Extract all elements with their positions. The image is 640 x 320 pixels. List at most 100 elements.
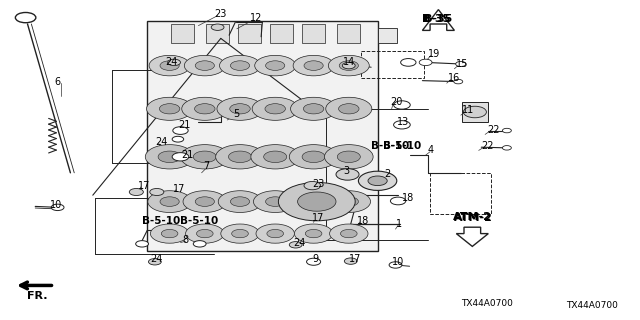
Circle shape xyxy=(186,224,224,243)
Text: FR.: FR. xyxy=(27,291,47,301)
Circle shape xyxy=(339,61,358,70)
Circle shape xyxy=(184,55,225,76)
Circle shape xyxy=(182,97,228,120)
Text: 22: 22 xyxy=(481,140,494,151)
Circle shape xyxy=(394,121,410,129)
Bar xyxy=(430,173,491,214)
Text: 12: 12 xyxy=(250,12,262,23)
Circle shape xyxy=(218,191,262,212)
Text: B-5-10: B-5-10 xyxy=(371,140,410,151)
Text: B-5-10: B-5-10 xyxy=(383,140,421,151)
Circle shape xyxy=(303,104,324,114)
Circle shape xyxy=(196,229,213,238)
Circle shape xyxy=(292,191,335,212)
Circle shape xyxy=(305,229,322,238)
Circle shape xyxy=(264,151,287,163)
Circle shape xyxy=(180,145,229,169)
Circle shape xyxy=(266,197,285,206)
Text: 10: 10 xyxy=(50,200,62,210)
Circle shape xyxy=(340,229,357,238)
Circle shape xyxy=(160,61,179,70)
Text: B-35: B-35 xyxy=(424,13,452,24)
Circle shape xyxy=(221,224,259,243)
Bar xyxy=(302,24,325,43)
Circle shape xyxy=(161,229,178,238)
Text: 14: 14 xyxy=(343,57,355,68)
Text: 17: 17 xyxy=(312,212,324,223)
Text: 17: 17 xyxy=(138,180,150,191)
Circle shape xyxy=(136,241,148,247)
Circle shape xyxy=(339,104,359,114)
Circle shape xyxy=(267,229,284,238)
Text: 6: 6 xyxy=(54,76,61,87)
Circle shape xyxy=(160,197,179,206)
Text: 3: 3 xyxy=(344,166,350,176)
Text: 19: 19 xyxy=(428,49,440,60)
Text: 18: 18 xyxy=(402,193,414,204)
Circle shape xyxy=(337,151,360,163)
Circle shape xyxy=(456,61,466,67)
Circle shape xyxy=(368,176,387,186)
Circle shape xyxy=(195,104,215,114)
Circle shape xyxy=(344,258,357,264)
Circle shape xyxy=(158,151,181,163)
Circle shape xyxy=(291,97,337,120)
Text: B-5-10: B-5-10 xyxy=(142,216,180,227)
Text: 20: 20 xyxy=(390,97,403,108)
Circle shape xyxy=(330,224,368,243)
Circle shape xyxy=(463,106,486,118)
Bar xyxy=(147,21,378,251)
Text: 4: 4 xyxy=(428,145,434,156)
Text: 24: 24 xyxy=(150,254,163,264)
Circle shape xyxy=(230,61,250,70)
Circle shape xyxy=(401,59,416,66)
Text: 8: 8 xyxy=(182,235,189,245)
Circle shape xyxy=(454,79,463,84)
Circle shape xyxy=(159,104,180,114)
Text: 24: 24 xyxy=(156,137,168,148)
Circle shape xyxy=(147,97,193,120)
Circle shape xyxy=(172,153,189,161)
Text: 9: 9 xyxy=(312,254,319,264)
Circle shape xyxy=(502,128,511,133)
Circle shape xyxy=(251,145,300,169)
Text: ATM-2: ATM-2 xyxy=(453,212,492,222)
Text: 17: 17 xyxy=(349,254,361,264)
Circle shape xyxy=(51,204,64,211)
Circle shape xyxy=(228,151,252,163)
Circle shape xyxy=(278,182,355,221)
Text: 2: 2 xyxy=(384,169,390,180)
Circle shape xyxy=(193,241,206,247)
Circle shape xyxy=(342,62,355,69)
Text: 23: 23 xyxy=(214,9,227,20)
Text: 7: 7 xyxy=(204,161,210,172)
Circle shape xyxy=(168,59,180,66)
Polygon shape xyxy=(456,227,488,246)
Text: TX44A0700: TX44A0700 xyxy=(566,301,618,310)
Circle shape xyxy=(183,191,227,212)
Circle shape xyxy=(252,97,298,120)
Circle shape xyxy=(145,145,194,169)
Circle shape xyxy=(149,55,190,76)
Text: 13: 13 xyxy=(397,116,409,127)
Circle shape xyxy=(232,229,248,238)
Circle shape xyxy=(304,61,323,70)
Circle shape xyxy=(216,145,264,169)
Circle shape xyxy=(502,146,511,150)
Circle shape xyxy=(390,197,406,205)
Circle shape xyxy=(289,242,302,248)
Bar xyxy=(378,28,397,43)
Circle shape xyxy=(307,258,321,265)
Text: B-5-10: B-5-10 xyxy=(180,216,219,226)
Bar xyxy=(206,24,229,43)
Circle shape xyxy=(265,104,285,114)
Bar xyxy=(361,51,424,78)
Bar xyxy=(171,24,194,43)
Circle shape xyxy=(419,59,432,66)
Circle shape xyxy=(289,145,338,169)
Circle shape xyxy=(358,171,397,190)
Text: 5: 5 xyxy=(234,108,240,119)
Circle shape xyxy=(266,61,285,70)
Circle shape xyxy=(293,55,334,76)
Circle shape xyxy=(327,191,371,212)
